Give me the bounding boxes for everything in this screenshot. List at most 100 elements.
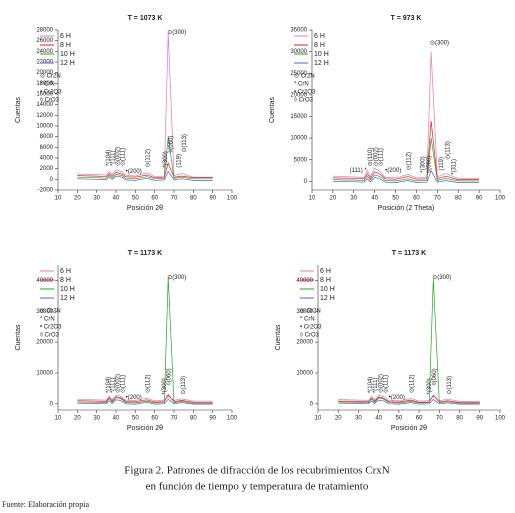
legend-label: 6 H [60,268,71,275]
y-tick-label: 14000 [36,102,53,108]
phase-legend-entry: * CrN [40,317,55,323]
y-tick-label: 30000 [290,49,307,55]
x-axis-label: Posición (2 Theta) [378,205,435,212]
peak-annotation: ⊙(300) [167,275,186,281]
peak-annotation: ⊙(113) [445,141,451,160]
legend-label: 6 H [320,268,331,275]
peak-annotation: ⊙(002) [378,374,384,393]
legend-label: 10 H [314,51,329,58]
caption-line: en función de tiempo y temperatura de tr… [146,481,369,493]
x-tick-label: 50 [396,416,403,422]
y-tick-label: 4000 [40,156,54,162]
x-tick-label: 50 [392,196,399,202]
x-tick-label: 60 [416,416,423,422]
series-line [77,398,213,405]
x-tick-label: 30 [93,416,100,422]
series-line [77,32,213,178]
x-tick-label: 60 [413,196,420,202]
peak-annotation: ⊙(300) [167,30,186,36]
y-tick-label: 0 [310,401,314,407]
peak-annotation: *(300) [420,156,426,172]
phase-legend-entry: ◊ CrO3 [294,97,314,104]
x-tick-label: 30 [93,196,100,202]
y-tick-label: 40000 [296,278,313,284]
y-tick-label: 10000 [296,371,313,377]
x-tick-label: 90 [209,416,216,422]
y-tick-label: 25000 [290,71,307,77]
y-tick-label: 20000 [36,340,53,346]
peak-annotation: *(300) [162,378,168,394]
y-axis-label: Cuentas [15,324,22,351]
legend-label: 12 H [60,295,75,302]
y-tick-label: 30000 [36,309,53,315]
peak-annotation: ⊙(112) [145,149,151,168]
phase-legend-entry: ◊ CrO3 [40,332,60,339]
legend-label: 12 H [314,60,329,67]
peak-annotation: *(311) [452,159,458,175]
chart-title: T = 1173 K [392,250,426,257]
series-line [338,399,480,405]
phase-legend-entry: * CrN [40,82,55,88]
series-line [77,136,213,180]
peak-annotation: ◊(060) [426,156,433,173]
x-axis-label: Posición 2θ [127,205,163,212]
y-tick-label: 10000 [36,124,53,130]
y-axis-label: Cuentas [275,324,282,351]
y-tick-label: 10000 [290,136,307,142]
series-line [332,120,480,180]
phase-legend-entry: ⊙ Cr2N [40,74,61,80]
phase-legend-entry: ◊ CrO3 [40,97,60,104]
phase-legend-entry: • Cr2O3 [40,90,62,96]
peak-annotation: ⊙(111) [383,375,389,393]
peak-annotation: •(200) [126,395,142,401]
series-line [332,51,480,179]
x-tick-label: 10 [315,416,322,422]
peak-annotation: (119) [439,157,445,171]
peak-annotation: ⊙(113) [182,134,188,153]
peak-annotation: *(300) [163,151,169,167]
x-tick-label: 70 [436,416,443,422]
series-line [332,138,480,182]
y-tick-label: 2000 [40,166,54,172]
y-tick-label: 15000 [290,114,307,120]
y-tick-label: 8000 [40,134,54,140]
x-tick-label: 90 [476,196,483,202]
y-tick-label: 12000 [36,113,53,119]
y-tick-label: 24000 [36,49,53,55]
legend-label: 6 H [60,33,71,40]
x-axis-label: Posición 2θ [127,425,163,432]
x-tick-label: 20 [330,196,337,202]
peak-annotation: ⊙(110) [368,148,374,167]
y-tick-label: 0 [50,177,54,183]
x-tick-label: 70 [434,196,441,202]
peak-annotation: ⊙(300) [430,41,449,47]
y-tick-label: 5000 [294,157,308,163]
phase-legend-entry: ⊙ Cr2N [40,309,61,315]
source-note: Fuente: Elaboración propia [2,500,90,509]
y-tick-label: 18000 [36,81,53,87]
peak-annotation: (119) [176,154,182,168]
legend-label: 8 H [314,42,325,49]
y-axis-label: Cuentas [15,96,22,123]
phase-legend-entry: ⊙ Cr2N [300,309,321,315]
y-tick-label: 20000 [36,70,53,76]
y-tick-label: 28000 [36,28,53,34]
x-tick-label: 50 [132,416,139,422]
x-tick-label: 10 [55,196,62,202]
series-line [338,278,480,404]
peak-annotation: ◊(060) [431,368,438,385]
chart-title: T = 1173 K [128,250,162,257]
x-tick-label: 100 [495,196,506,202]
peak-annotation: *(104) [106,377,112,393]
legend-label: 8 H [60,42,71,49]
x-tick-label: 80 [190,416,197,422]
legend-label: 10 H [320,286,335,293]
x-tick-label: 80 [455,196,462,202]
y-tick-label: 40000 [36,278,53,284]
legend-label: 8 H [320,277,331,284]
y-tick-label: 30000 [296,309,313,315]
legend-label: 8 H [60,277,71,284]
x-tick-label: 20 [74,196,81,202]
